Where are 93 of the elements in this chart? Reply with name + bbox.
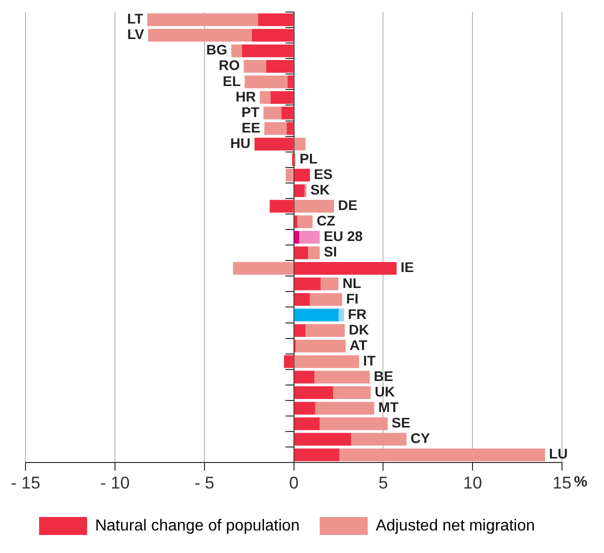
bar	[333, 386, 371, 400]
bar	[351, 432, 406, 446]
y-tick-label: NL	[342, 274, 362, 291]
bar	[294, 386, 334, 400]
bar	[260, 91, 271, 104]
bar	[294, 448, 340, 462]
y-tick-label: DE	[338, 197, 358, 214]
bar	[308, 246, 320, 260]
bar	[294, 402, 316, 415]
bar	[314, 370, 370, 384]
bar	[233, 262, 294, 275]
bar	[294, 168, 310, 182]
bar	[296, 340, 346, 352]
y-tick-label: EU 28	[324, 228, 363, 244]
bar	[242, 44, 294, 58]
bar	[294, 370, 314, 384]
bar	[252, 28, 294, 42]
y-tick-label: CZ	[316, 212, 336, 229]
bar	[294, 324, 306, 337]
bar	[294, 293, 310, 306]
y-tick-label: HU	[230, 134, 250, 151]
bar	[305, 324, 345, 337]
bar	[148, 28, 252, 42]
bar	[294, 246, 308, 260]
y-tick-label: FI	[346, 290, 359, 306]
bar	[294, 278, 321, 290]
bar	[310, 293, 342, 306]
y-tick-label: EL	[222, 72, 242, 89]
bar	[281, 106, 294, 120]
y-tick-label: ES	[314, 166, 333, 182]
y-tick-label: MT	[378, 399, 399, 416]
y-tick-label: EE	[242, 119, 260, 136]
x-tick-label: 15	[552, 473, 572, 492]
y-tick-label: DK	[348, 321, 370, 338]
bar	[286, 168, 294, 182]
x-tick-label: - 15	[11, 473, 40, 492]
bar	[294, 355, 360, 368]
legend-label: Adjusted net migration	[376, 517, 535, 534]
bar	[258, 13, 294, 26]
y-tick-label: AT	[350, 336, 368, 353]
bar	[294, 308, 339, 322]
y-tick-label: SK	[310, 182, 330, 198]
bar	[286, 122, 294, 135]
y-tick-label: IE	[400, 259, 414, 276]
bar	[294, 138, 306, 150]
y-tick-label: UK	[374, 384, 395, 400]
bar	[299, 230, 320, 244]
bar	[297, 215, 313, 228]
legend-label: Natural change of population	[95, 517, 300, 534]
x-tick-label: 0	[289, 473, 299, 492]
bar	[270, 200, 294, 213]
y-tick-label: PL	[300, 150, 318, 166]
bar	[294, 432, 352, 446]
y-tick-label: BG	[206, 42, 228, 58]
x-tick-label: - 10	[100, 473, 130, 492]
bar	[294, 215, 298, 228]
y-tick-label: LU	[549, 446, 568, 462]
y-tick-label: HR	[236, 88, 256, 104]
y-tick-label: LV	[127, 26, 145, 42]
y-tick-label: LT	[127, 10, 144, 27]
x-axis-title: %	[574, 474, 588, 491]
y-tick-label: CY	[410, 430, 431, 446]
bar	[320, 278, 339, 290]
bar	[338, 308, 344, 322]
y-tick-label: BE	[374, 368, 394, 384]
bar	[294, 230, 300, 244]
y-tick-label: FR	[348, 306, 367, 322]
x-tick-label: 10	[463, 473, 482, 492]
y-tick-label: RO	[218, 57, 240, 74]
y-tick-label: IT	[363, 352, 376, 368]
bar	[320, 417, 388, 430]
bar	[294, 200, 334, 213]
bar	[294, 262, 397, 275]
bar	[315, 402, 374, 415]
bar	[288, 76, 294, 88]
x-tick-label: 5	[378, 473, 388, 492]
bar	[231, 44, 242, 58]
bar	[294, 184, 305, 198]
x-tick-label: - 5	[194, 473, 214, 492]
bar	[264, 122, 287, 135]
bar	[266, 60, 294, 73]
bar	[284, 355, 294, 368]
bar	[147, 13, 258, 26]
bar	[254, 138, 294, 150]
bar	[244, 60, 266, 73]
y-tick-label: SI	[324, 244, 337, 260]
y-tick-label: PT	[242, 104, 260, 120]
bar	[294, 417, 320, 430]
bar	[244, 76, 288, 88]
y-tick-label: SE	[392, 414, 410, 431]
bar	[339, 448, 546, 462]
bar	[270, 91, 294, 104]
bar	[263, 106, 282, 120]
